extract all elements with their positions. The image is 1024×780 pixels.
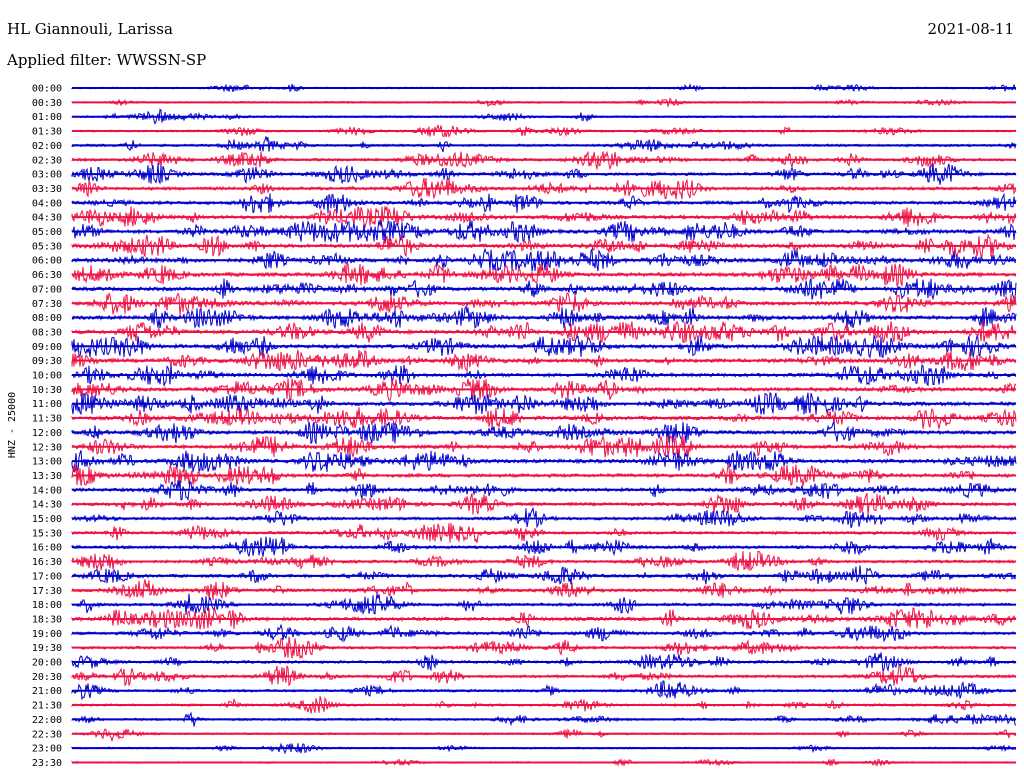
- row-time-label: 10:30: [32, 385, 62, 396]
- seismic-trace: [71, 136, 1017, 153]
- row-time-label: 16:30: [32, 557, 62, 568]
- row-time-label: 20:00: [32, 658, 62, 669]
- row-time-label: 03:30: [32, 184, 62, 195]
- row-time-label: 09:00: [32, 342, 62, 353]
- row-time-label: 22:30: [32, 729, 62, 740]
- row-time-label: 09:30: [32, 356, 62, 367]
- filter-label: Applied filter: WWSSN-SP: [7, 51, 207, 69]
- row-time-label: 08:30: [32, 327, 62, 338]
- row-time-label: 21:30: [32, 701, 62, 712]
- seismic-trace: [71, 450, 1017, 474]
- seismic-trace: [71, 262, 1017, 288]
- row-time-label: 05:30: [32, 241, 62, 252]
- row-time-label: 20:30: [32, 672, 62, 683]
- row-time-label: 03:00: [32, 170, 62, 181]
- row-time-label: 07:00: [32, 284, 62, 295]
- row-time-label: 13:30: [32, 471, 62, 482]
- row-time-label: 16:00: [32, 543, 62, 554]
- row-time-label: 00:30: [32, 98, 62, 109]
- row-time-label: 04:00: [32, 198, 62, 209]
- row-time-label: 15:00: [32, 514, 62, 525]
- row-time-label: 19:30: [32, 643, 62, 654]
- row-time-label: 08:00: [32, 313, 62, 324]
- row-time-label: 07:30: [32, 299, 62, 310]
- row-time-label: 01:00: [32, 112, 62, 123]
- seismic-trace: [71, 334, 1017, 359]
- row-time-label: 22:00: [32, 715, 62, 726]
- row-time-label: 21:00: [32, 686, 62, 697]
- row-time-label: 14:00: [32, 485, 62, 496]
- row-time-label: 10:00: [32, 371, 62, 382]
- row-time-label: 11:00: [32, 399, 62, 410]
- row-time-label: 23:30: [32, 758, 62, 769]
- row-time-label: 02:00: [32, 141, 62, 152]
- row-time-label: 12:00: [32, 428, 62, 439]
- row-time-label: 06:30: [32, 270, 62, 281]
- station-title: HL Giannouli, Larissa: [7, 20, 173, 38]
- channel-label: HNZ - 25000: [7, 392, 18, 458]
- trace-rows: 00:00 00:30 01:00 01:30 02:00 02:30 03:00 03:30…: [32, 83, 1017, 769]
- row-time-label: 18:00: [32, 600, 62, 611]
- row-time-label: 13:00: [32, 457, 62, 468]
- seismic-trace: [71, 565, 1017, 585]
- row-time-label: 04:30: [32, 213, 62, 224]
- seismic-trace: [71, 728, 1017, 743]
- row-time-label: 05:00: [32, 227, 62, 238]
- row-time-label: 11:30: [32, 414, 62, 425]
- row-time-label: 12:30: [32, 442, 62, 453]
- date-label: 2021-08-11: [927, 20, 1014, 38]
- row-time-label: 01:30: [32, 127, 62, 138]
- row-time-label: 17:30: [32, 586, 62, 597]
- row-time-label: 00:00: [32, 84, 62, 95]
- row-time-label: 06:00: [32, 256, 62, 267]
- row-time-label: 14:30: [32, 500, 62, 511]
- row-time-label: 23:00: [32, 744, 62, 755]
- row-time-label: 18:30: [32, 614, 62, 625]
- row-time-label: 15:30: [32, 528, 62, 539]
- row-time-label: 02:30: [32, 155, 62, 166]
- row-time-label: 19:00: [32, 629, 62, 640]
- row-time-label: 17:00: [32, 571, 62, 582]
